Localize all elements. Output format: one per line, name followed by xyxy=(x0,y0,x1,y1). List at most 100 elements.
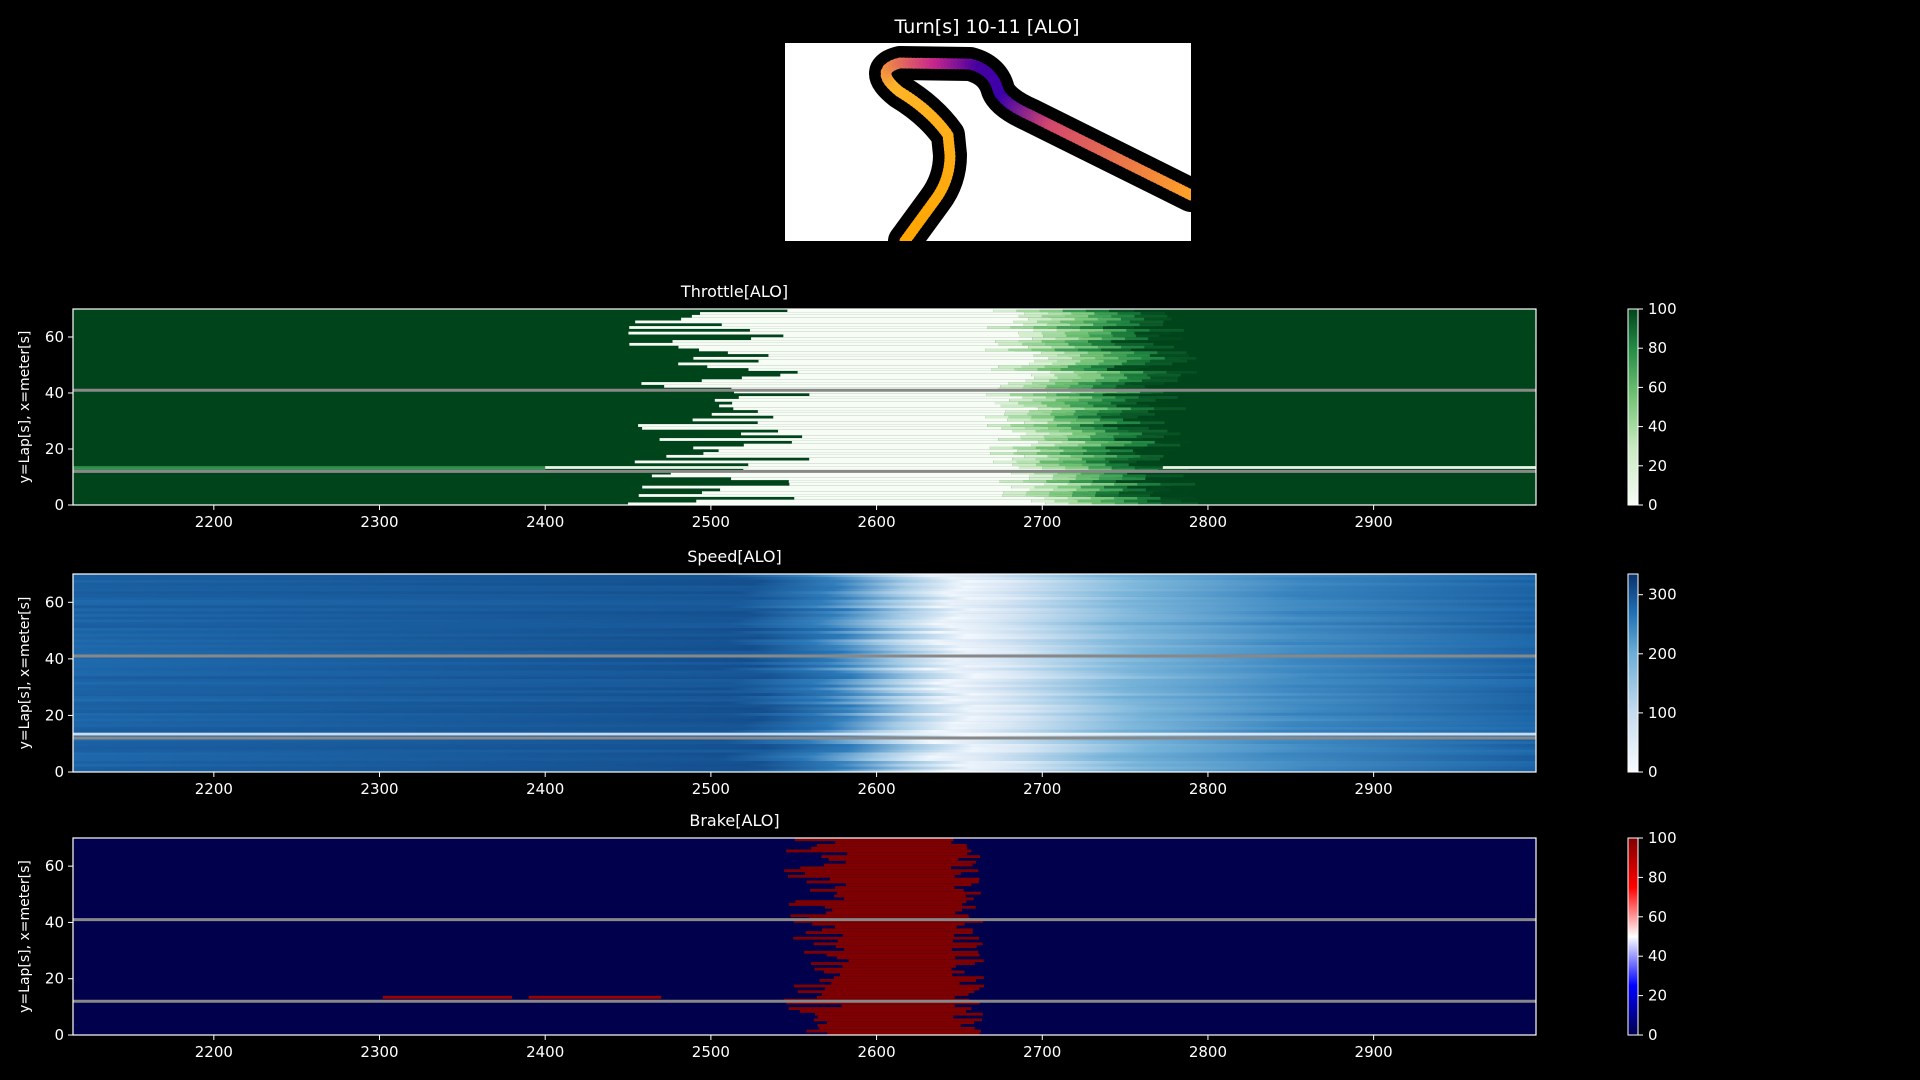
x-tick-label: 2500 xyxy=(692,513,730,531)
heatmap-cell xyxy=(1083,320,1122,324)
heatmap-cell xyxy=(743,443,1032,447)
heatmap-cell xyxy=(692,418,1008,422)
heatmap-cell xyxy=(1082,463,1122,467)
heatmap-cell xyxy=(786,1001,980,1005)
heatmap-row xyxy=(73,752,1536,756)
heatmap-cell xyxy=(811,846,968,850)
heatmap-cell xyxy=(1163,390,1201,394)
heatmap-cell xyxy=(1005,409,1044,413)
heatmap-cell xyxy=(1154,440,1190,444)
heatmap-cell xyxy=(1093,404,1122,408)
heatmap-cell xyxy=(707,365,999,369)
heatmap-cell xyxy=(1124,443,1154,447)
heatmap-row xyxy=(73,678,1536,682)
heatmap-row xyxy=(73,880,1536,884)
heatmap-row xyxy=(73,656,1536,660)
x-tick-label: 2600 xyxy=(857,513,895,531)
heatmap-cell xyxy=(1035,446,1075,450)
heatmap-row xyxy=(73,647,1536,651)
heatmap-cell xyxy=(1112,334,1142,338)
heatmap-cell xyxy=(1085,440,1114,444)
heatmap-cell xyxy=(1022,395,1059,399)
heatmap-cell xyxy=(1029,488,1069,492)
heatmap-cell xyxy=(1101,398,1128,402)
heatmap-cell xyxy=(847,852,968,856)
heatmap-cell xyxy=(1137,482,1173,486)
heatmap-cell xyxy=(985,348,1015,352)
heatmap-cell xyxy=(1025,379,1050,383)
heatmap-cell xyxy=(987,325,1022,329)
heatmap-cell xyxy=(701,491,1004,495)
heatmap-cell xyxy=(1044,437,1079,441)
heatmap-cell xyxy=(1166,370,1198,374)
heatmap-row xyxy=(73,639,1536,643)
heatmap-cell xyxy=(1145,362,1173,366)
y-axis-label: y=Lap[s], x=meter[s] xyxy=(17,860,33,1013)
colorbar xyxy=(1627,573,1639,773)
heatmap-row xyxy=(73,755,1536,759)
heatmap-cell xyxy=(1110,401,1137,405)
heatmap-row xyxy=(73,644,1536,648)
heatmap-row xyxy=(73,670,1536,674)
heatmap-cell xyxy=(1043,435,1079,439)
heatmap-cell xyxy=(1121,362,1152,366)
heatmap-row xyxy=(73,883,1536,887)
heatmap-cell xyxy=(1059,463,1098,467)
heatmap-cell xyxy=(1135,334,1160,338)
heatmap-cell xyxy=(1016,309,1053,313)
heatmap-cells xyxy=(73,838,1536,1036)
heatmap-cell xyxy=(1073,370,1100,374)
heatmap-cell xyxy=(1147,373,1181,377)
heatmap-cell xyxy=(1120,370,1155,374)
heatmap-cell xyxy=(1120,317,1159,321)
heatmap-cell xyxy=(1043,334,1083,338)
heatmap-row xyxy=(73,650,1536,654)
heatmap-cell xyxy=(1034,471,1064,475)
heatmap-cell xyxy=(1072,379,1098,383)
heatmap-cell xyxy=(998,437,1038,441)
heatmap-cell xyxy=(768,353,1034,357)
heatmap-cell xyxy=(1028,409,1067,413)
heatmap-row xyxy=(73,1015,1536,1019)
heatmap-cell xyxy=(800,866,952,870)
heatmap-cell xyxy=(1010,325,1049,329)
colorbar-tick-label: 200 xyxy=(1648,645,1677,663)
heatmap-cell xyxy=(1127,485,1166,489)
heatmap-cell xyxy=(1063,449,1099,453)
y-axis-label: y=Lap[s], x=meter[s] xyxy=(17,331,33,484)
heatmap-cell xyxy=(1111,331,1148,335)
heatmap-cell xyxy=(789,482,1045,486)
heatmap-cell xyxy=(1088,339,1120,343)
colorbar-tick-label: 20 xyxy=(1648,457,1667,475)
heatmap-cell xyxy=(1085,309,1123,313)
heatmap-cell xyxy=(1066,334,1102,338)
heatmap-cell xyxy=(1029,362,1060,366)
heatmap-row xyxy=(73,995,1536,999)
heatmap-cell xyxy=(1139,323,1163,327)
heatmap-cell xyxy=(1091,342,1127,346)
heatmap-cell xyxy=(1013,320,1049,324)
heatmap-cell xyxy=(1024,426,1064,430)
y-tick-label: 40 xyxy=(45,913,64,931)
heatmap-cell xyxy=(1002,493,1035,497)
heatmap-cell xyxy=(1093,323,1118,327)
heatmap-cell xyxy=(1128,463,1164,467)
heatmap-cell xyxy=(1087,351,1117,355)
heatmap-row xyxy=(73,695,1536,699)
heatmap-cell xyxy=(778,429,1013,433)
heatmap-cell xyxy=(1028,345,1055,349)
heatmap-cell xyxy=(1072,432,1108,436)
heatmap-cell xyxy=(1080,359,1113,363)
heatmap-cell xyxy=(1136,435,1164,439)
heatmap-cell xyxy=(1110,351,1136,355)
heatmap-cell xyxy=(1028,317,1053,321)
heatmap-cell xyxy=(1041,331,1068,335)
heatmap-cell xyxy=(1123,499,1163,503)
heatmap-row xyxy=(73,885,1536,889)
heatmap-cell xyxy=(1118,356,1151,360)
heatmap-cell xyxy=(843,933,954,937)
heatmap-cell xyxy=(1077,415,1106,419)
y-tick-label: 0 xyxy=(54,496,64,514)
heatmap-cell xyxy=(1082,429,1118,433)
